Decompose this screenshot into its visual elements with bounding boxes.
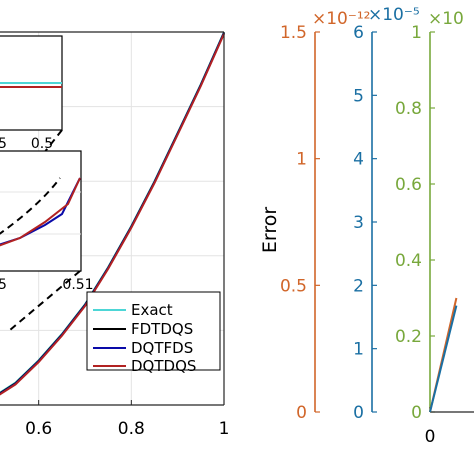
left-x-tick-0: 0.6 xyxy=(25,419,52,439)
inset-bottom-grid xyxy=(0,191,81,235)
curve-dqtdqs xyxy=(0,33,225,396)
inset-bottom-dashed-curve xyxy=(0,177,61,235)
y-axis-blue-tick-3: 3 xyxy=(353,213,364,233)
inset-top: 5 0.5 xyxy=(0,35,63,152)
inset-bottom-tick-1: 0.51 xyxy=(62,277,93,293)
legend-label-exact: Exact xyxy=(131,301,173,319)
y-axis-orange: 0 0.5 1 1.5 xyxy=(280,23,320,423)
legend-label-dqtdqs: DQTDQS xyxy=(131,357,196,375)
y-axis-orange-tick-3: 1.5 xyxy=(280,23,307,43)
y-axis-orange-tick-1: 0.5 xyxy=(280,276,307,296)
y-axis-blue-exponent: ×10⁻⁵ xyxy=(368,5,420,25)
y-axis-green: 0 0.2 0.4 0.6 0.8 1 xyxy=(395,23,435,423)
y-axis-green-exponent: ×10 xyxy=(428,9,464,29)
right-x-tick-0: 0 xyxy=(425,427,436,447)
legend-label-fdtdqs: FDTDQS xyxy=(131,320,193,338)
inset-bottom: 5 0.51 xyxy=(0,150,94,293)
y-axis-orange-tick-2: 1 xyxy=(296,150,307,170)
y-axis-green-tick-2: 0.4 xyxy=(395,251,422,271)
y-axis-orange-exponent: ×10⁻¹² xyxy=(312,9,370,29)
legend-label-dqtfds: DQTFDS xyxy=(131,339,193,357)
inset-bottom-tick-0: 5 xyxy=(0,277,7,293)
left-x-ticks: 0.6 0.8 1 xyxy=(25,400,229,439)
y-axis-green-tick-3: 0.6 xyxy=(395,175,422,195)
right-panel: Error 0 0.5 1 1.5 0 1 2 3 4 5 6 0 0.2 0.4 0.6 0.8 1 ×1… xyxy=(259,5,474,447)
inset-top-tick-1: 0.5 xyxy=(31,136,53,152)
left-curves xyxy=(0,31,225,396)
y-axis-blue-tick-2: 2 xyxy=(353,276,364,296)
right-series xyxy=(429,297,458,413)
inset-bottom-box xyxy=(0,150,82,272)
left-x-tick-2: 1 xyxy=(219,419,230,439)
inset-top-tick-0: 5 xyxy=(0,136,7,152)
legend-box xyxy=(86,291,221,371)
y-axis-blue: 0 1 2 3 4 5 6 xyxy=(353,23,377,423)
y-axis-blue-tick-1: 1 xyxy=(353,340,364,360)
y-axis-blue-tick-5: 5 xyxy=(353,86,364,106)
inset-bottom-dqtdqs-curve xyxy=(0,177,81,247)
inset-bottom-connector xyxy=(9,270,81,331)
y-axis-green-tick-0: 0 xyxy=(411,403,422,423)
left-panel: 5 0.5 5 0.51 Exact FDTDQS DQTFDS DQTDQS xyxy=(0,31,229,439)
y-axis-blue-tick-6: 6 xyxy=(353,23,364,43)
legend: Exact FDTDQS DQTFDS DQTDQS xyxy=(86,291,221,375)
error-series-1 xyxy=(429,305,458,413)
y-axis-green-tick-5: 1 xyxy=(411,23,422,43)
left-x-tick-1: 0.8 xyxy=(118,419,145,439)
y-axis-orange-tick-0: 0 xyxy=(296,403,307,423)
y-axis-green-tick-4: 0.8 xyxy=(395,99,422,119)
y-axis-blue-tick-4: 4 xyxy=(353,150,364,170)
y-axis-green-tick-1: 0.2 xyxy=(395,327,422,347)
y-axis-label-error: Error xyxy=(259,207,281,254)
y-axis-blue-tick-0: 0 xyxy=(353,403,364,423)
